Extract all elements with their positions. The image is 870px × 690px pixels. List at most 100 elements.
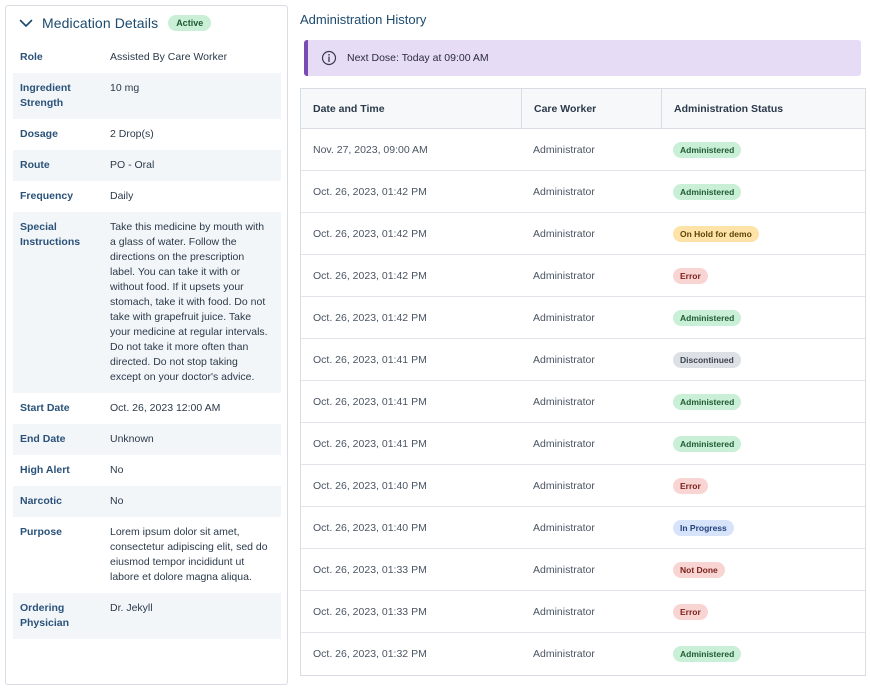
cell-status: Administered xyxy=(661,129,865,170)
table-row[interactable]: Oct. 26, 2023, 01:42 PM Administrator Admi… xyxy=(301,297,865,339)
page-title: Administration History xyxy=(300,12,427,27)
status-badge: Administered xyxy=(673,309,742,326)
detail-value: Lorem ipsum dolor sit amet, consectetur … xyxy=(110,526,268,583)
table-row[interactable]: Oct. 26, 2023, 01:41 PM Administrator Admi… xyxy=(301,381,865,423)
detail-label: Role xyxy=(20,51,43,63)
detail-row: Ingredient Strength 10 mg xyxy=(13,73,281,119)
cell-status: Error xyxy=(661,591,865,632)
status-badge: Discontinued xyxy=(673,351,741,368)
cell-care-worker: Administrator xyxy=(533,648,595,660)
table-row[interactable]: Oct. 26, 2023, 01:42 PM Administrator On H… xyxy=(301,213,865,255)
table-body: Nov. 27, 2023, 09:00 AM Administrator Admi… xyxy=(301,129,865,675)
status-badge: Not Done xyxy=(673,561,725,578)
cell-care-worker: Administrator xyxy=(533,143,595,156)
detail-row: High Alert No xyxy=(13,455,281,486)
detail-value: 2 Drop(s) xyxy=(110,128,154,140)
cell-status: Administered xyxy=(661,423,865,464)
administration-history-table: Date and Time Care Worker Administration… xyxy=(300,88,866,676)
cell-date-time: Oct. 26, 2023, 01:40 PM xyxy=(313,479,427,492)
detail-row: Ordering Physician Dr. Jekyll xyxy=(13,593,281,639)
status-badge: Administered xyxy=(673,435,742,452)
cell-care-worker: Administrator xyxy=(533,269,595,282)
status-badge: Error xyxy=(673,603,708,620)
cell-status: Discontinued xyxy=(661,339,865,380)
status-badge: Administered xyxy=(673,646,742,662)
detail-label: End Date xyxy=(20,433,66,445)
table-row[interactable]: Oct. 26, 2023, 01:40 PM Administrator In P… xyxy=(301,507,865,549)
detail-value: No xyxy=(110,495,124,507)
status-badge: Error xyxy=(673,267,708,284)
cell-date-time: Oct. 26, 2023, 01:41 PM xyxy=(313,437,427,450)
cell-care-worker: Administrator xyxy=(533,521,595,534)
detail-row: Special Instructions Take this medicine b… xyxy=(13,212,281,393)
cell-care-worker: Administrator xyxy=(533,605,595,618)
detail-row: End Date Unknown xyxy=(13,424,281,455)
detail-label: Special Instructions xyxy=(20,221,81,248)
detail-row: Start Date Oct. 26, 2023 12:00 AM xyxy=(13,393,281,424)
detail-value: Unknown xyxy=(110,433,154,445)
detail-row: Role Assisted By Care Worker xyxy=(13,42,281,73)
detail-value: Assisted By Care Worker xyxy=(110,51,228,63)
detail-label: Ingredient Strength xyxy=(20,82,71,109)
next-dose-banner: Next Dose: Today at 09:00 AM xyxy=(304,40,861,76)
detail-value: Dr. Jekyll xyxy=(110,602,153,614)
cell-date-time: Oct. 26, 2023, 01:40 PM xyxy=(313,521,427,534)
cell-status: In Progress xyxy=(661,507,865,548)
detail-row: Narcotic No xyxy=(13,486,281,517)
detail-value: Take this medicine by mouth with a glass… xyxy=(110,221,268,383)
status-badge: Administered xyxy=(673,393,742,410)
detail-label: Narcotic xyxy=(20,495,63,507)
medication-details-panel: Medication Details Active Role Assisted B… xyxy=(5,5,288,685)
cell-date-time: Oct. 26, 2023, 01:33 PM xyxy=(313,563,427,576)
detail-value: 10 mg xyxy=(110,82,140,94)
cell-care-worker: Administrator xyxy=(533,353,595,366)
status-badge: In Progress xyxy=(673,519,734,536)
column-header-care-worker[interactable]: Care Worker xyxy=(521,89,661,128)
cell-status: Not Done xyxy=(661,549,865,590)
cell-care-worker: Administrator xyxy=(533,185,595,198)
detail-value: PO - Oral xyxy=(110,159,155,171)
cell-status: Administered xyxy=(661,171,865,212)
detail-label: Purpose xyxy=(20,526,63,538)
table-row[interactable]: Oct. 26, 2023, 01:42 PM Administrator Erro… xyxy=(301,255,865,297)
medication-details-header[interactable]: Medication Details Active xyxy=(6,6,287,40)
table-row[interactable]: Oct. 26, 2023, 01:41 PM Administrator Disc… xyxy=(301,339,865,381)
cell-status: Error xyxy=(661,465,865,506)
detail-value: Oct. 26, 2023 12:00 AM xyxy=(110,402,221,414)
detail-value: No xyxy=(110,464,124,476)
detail-label: Frequency xyxy=(20,190,74,202)
status-badge: Active xyxy=(168,15,212,31)
detail-row: Purpose Lorem ipsum dolor sit amet, conse… xyxy=(13,517,281,593)
table-row[interactable]: Oct. 26, 2023, 01:40 PM Administrator Erro… xyxy=(301,465,865,507)
cell-care-worker: Administrator xyxy=(533,479,595,492)
status-badge: Error xyxy=(673,477,708,494)
column-header-status[interactable]: Administration Status xyxy=(661,89,865,128)
column-header-date-time[interactable]: Date and Time xyxy=(313,102,385,115)
table-row[interactable]: Oct. 26, 2023, 01:33 PM Administrator Not … xyxy=(301,549,865,591)
status-badge: On Hold for demo xyxy=(673,225,759,242)
cell-status: Error xyxy=(661,255,865,296)
next-dose-text: Next Dose: Today at 09:00 AM xyxy=(347,52,489,64)
status-badge: Administered xyxy=(673,183,742,200)
cell-date-time: Nov. 27, 2023, 09:00 AM xyxy=(313,143,428,156)
cell-date-time: Oct. 26, 2023, 01:42 PM xyxy=(313,185,427,198)
cell-date-time: Oct. 26, 2023, 01:41 PM xyxy=(313,353,427,366)
detail-row: Route PO - Oral xyxy=(13,150,281,181)
cell-date-time: Oct. 26, 2023, 01:32 PM xyxy=(313,648,427,660)
cell-date-time: Oct. 26, 2023, 01:33 PM xyxy=(313,605,427,618)
table-row[interactable]: Oct. 26, 2023, 01:42 PM Administrator Admi… xyxy=(301,171,865,213)
cell-care-worker: Administrator xyxy=(533,227,595,240)
table-row[interactable]: Nov. 27, 2023, 09:00 AM Administrator Admi… xyxy=(301,129,865,171)
cell-date-time: Oct. 26, 2023, 01:42 PM xyxy=(313,227,427,240)
detail-label: Start Date xyxy=(20,402,70,414)
table-row[interactable]: Oct. 26, 2023, 01:41 PM Administrator Admi… xyxy=(301,423,865,465)
detail-row: Frequency Daily xyxy=(13,181,281,212)
cell-date-time: Oct. 26, 2023, 01:42 PM xyxy=(313,311,427,324)
chevron-down-icon[interactable] xyxy=(18,15,34,31)
detail-row: Dosage 2 Drop(s) xyxy=(13,119,281,150)
table-row[interactable]: Oct. 26, 2023, 01:33 PM Administrator Erro… xyxy=(301,591,865,633)
detail-label: Dosage xyxy=(20,128,58,140)
table-row[interactable]: Oct. 26, 2023, 01:32 PM Administrator Admi… xyxy=(301,633,865,675)
cell-status: Administered xyxy=(661,633,865,675)
cell-status: Administered xyxy=(661,381,865,422)
